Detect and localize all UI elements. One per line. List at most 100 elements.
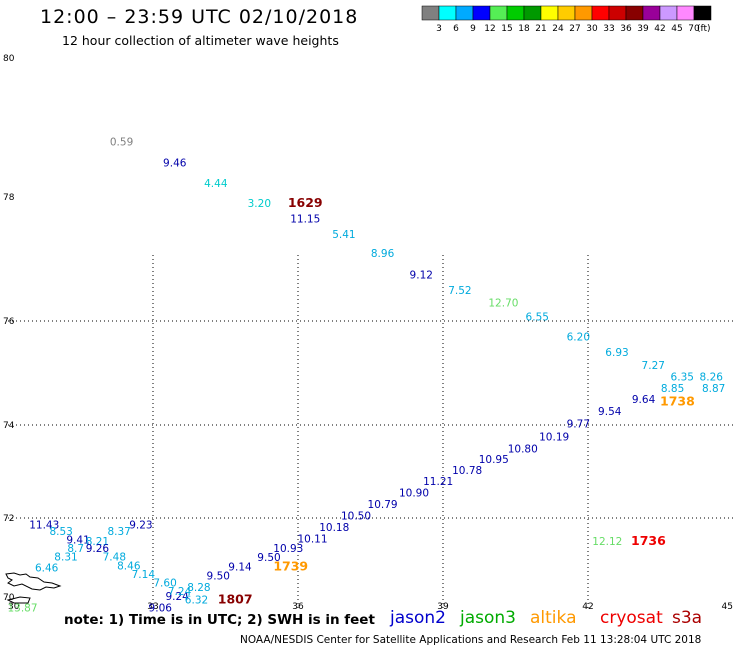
wave-height-label: 10.50 [341,511,371,523]
colorbar-tick-label: 9 [470,24,476,34]
wave-height-label: 10.78 [452,465,482,477]
lon-tick-label: 45 [722,602,733,612]
wave-height-label: 6.32 [185,595,208,607]
wave-height-label: 8.7 [67,543,84,555]
satellite-s3a: s3a [672,608,703,628]
wave-height-label: 13.87 [7,603,37,615]
colorbar: 3 6 9 12 15 18 21 24 27 30 33 36 39 42 45 70(ft) [421,5,712,34]
wave-height-label: 8.53 [49,526,72,538]
lat-tick-label: 72 [3,514,14,524]
wave-height-label: 12.70 [488,297,518,309]
wave-height-label: 10.93 [273,543,303,555]
wave-height-label: 7.24 [168,586,192,598]
colorbar-tick-label: 45 [671,24,682,34]
station-time-label: 1738 [660,394,695,409]
wave-height-label: 8.96 [371,248,395,260]
colorbar-tick-label: 6 [453,24,459,34]
wave-height-label: 9.50 [257,552,280,564]
colorbar-tick-label: 70 [688,24,700,34]
colorbar-swatch [676,5,695,21]
coastline-shape [5,572,62,591]
colorbar-tick-label: 12 [484,24,495,34]
wave-height-label: 8.37 [107,526,130,538]
colorbar-tick-label: 27 [569,24,580,34]
wave-height-label: 9.14 [228,561,252,573]
coastline [5,572,62,604]
wave-height-label: 8.21 [86,536,109,548]
lat-tick-label: 76 [3,317,15,327]
wave-height-label: 12.12 [592,536,622,548]
colorbar-swatch [625,5,644,21]
map-grid [8,255,733,610]
colorbar-swatch [421,5,440,21]
wave-height-label: 10.80 [508,443,538,455]
wave-height-label: 8.85 [661,383,684,395]
wave-height-label: 8.87 [702,383,725,395]
colorbar-swatch [506,5,525,21]
colorbar-swatch [659,5,678,21]
wave-height-label: 11.15 [290,214,320,226]
wave-height-label: 10.90 [399,487,429,499]
colorbar-swatch [557,5,576,21]
wave-height-label: 10.18 [319,522,349,534]
lat-tick-label: 80 [3,54,15,64]
colorbar-tick-label: 18 [518,24,530,34]
wave-height-label: 3.20 [248,198,271,210]
wave-height-label: 8.46 [117,560,141,572]
wave-height-label: 9.46 [163,157,187,169]
lat-tick-label: 78 [3,193,15,203]
station-time-label: 1629 [288,195,323,210]
wave-height-label: 10.11 [297,534,327,546]
wave-height-label: 8.31 [54,552,77,564]
wave-height-label: 6.20 [567,332,590,344]
wave-height-label: 9.41 [66,535,89,547]
colorbar-tick-label: 30 [586,24,598,34]
colorbar-tick-label: 36 [620,24,632,34]
wave-height-label: 10.79 [368,499,398,511]
wave-height-label: 7.48 [103,552,126,564]
colorbar-tick-label: 39 [637,24,649,34]
wave-height-label: 6.93 [605,347,628,359]
station-time-label: 1736 [631,533,666,548]
footer-note: note: 1) Time is in UTC; 2) SWH is in fe… [64,612,375,628]
wave-height-label: 9.77 [567,418,590,430]
wave-height-label: 4.44 [204,178,228,190]
colorbar-swatch [472,5,491,21]
wave-height-label: 9.24 [165,591,189,603]
wave-height-label: 11.43 [29,519,59,531]
wave-height-label: 11.21 [423,476,453,488]
colorbar-swatch [608,5,627,21]
colorbar-swatch [574,5,593,21]
colorbar-tick-label: 33 [603,24,614,34]
wave-height-label: 9.12 [410,270,433,282]
wave-height-label: 9.64 [632,394,656,406]
wave-height-label: 5.41 [332,229,355,241]
lon-tick-label: 42 [582,602,593,612]
wave-height-label: 8.28 [187,582,210,594]
colorbar-tick-label: 3 [436,24,442,34]
footer-credit: NOAA/NESDIS Center for Satellite Applica… [240,634,702,646]
lon-tick-label: 33 [147,602,158,612]
wave-height-label: 7.27 [642,360,665,372]
wave-height-label: 7.52 [448,285,471,297]
page-subtitle: 12 hour collection of altimeter wave hei… [62,33,339,48]
wave-height-label: 8.26 [700,372,724,384]
colorbar-tick-label: 21 [535,24,546,34]
satellite-cryosat: cryosat [600,608,663,628]
page-title: 12:00 – 23:59 UTC 02/10/2018 [40,6,359,28]
colorbar-tick-label: 15 [501,24,512,34]
colorbar-swatch [591,5,610,21]
wave-height-label: 10.95 [479,454,509,466]
colorbar-swatch [523,5,542,21]
wave-height-label: 9.23 [129,519,152,531]
colorbar-tick-label: 24 [552,24,564,34]
axis-labels: 30 33 36 39 42 45 72 74 76 78 80 70 [3,54,733,612]
wave-height-label: 0.59 [110,136,133,148]
wave-height-label: 7.14 [132,569,156,581]
lat-tick-label: 70 [3,593,15,603]
wave-height-label: 7.60 [153,578,176,590]
wave-height-label: 9.54 [598,406,622,418]
colorbar-swatch [438,5,457,21]
